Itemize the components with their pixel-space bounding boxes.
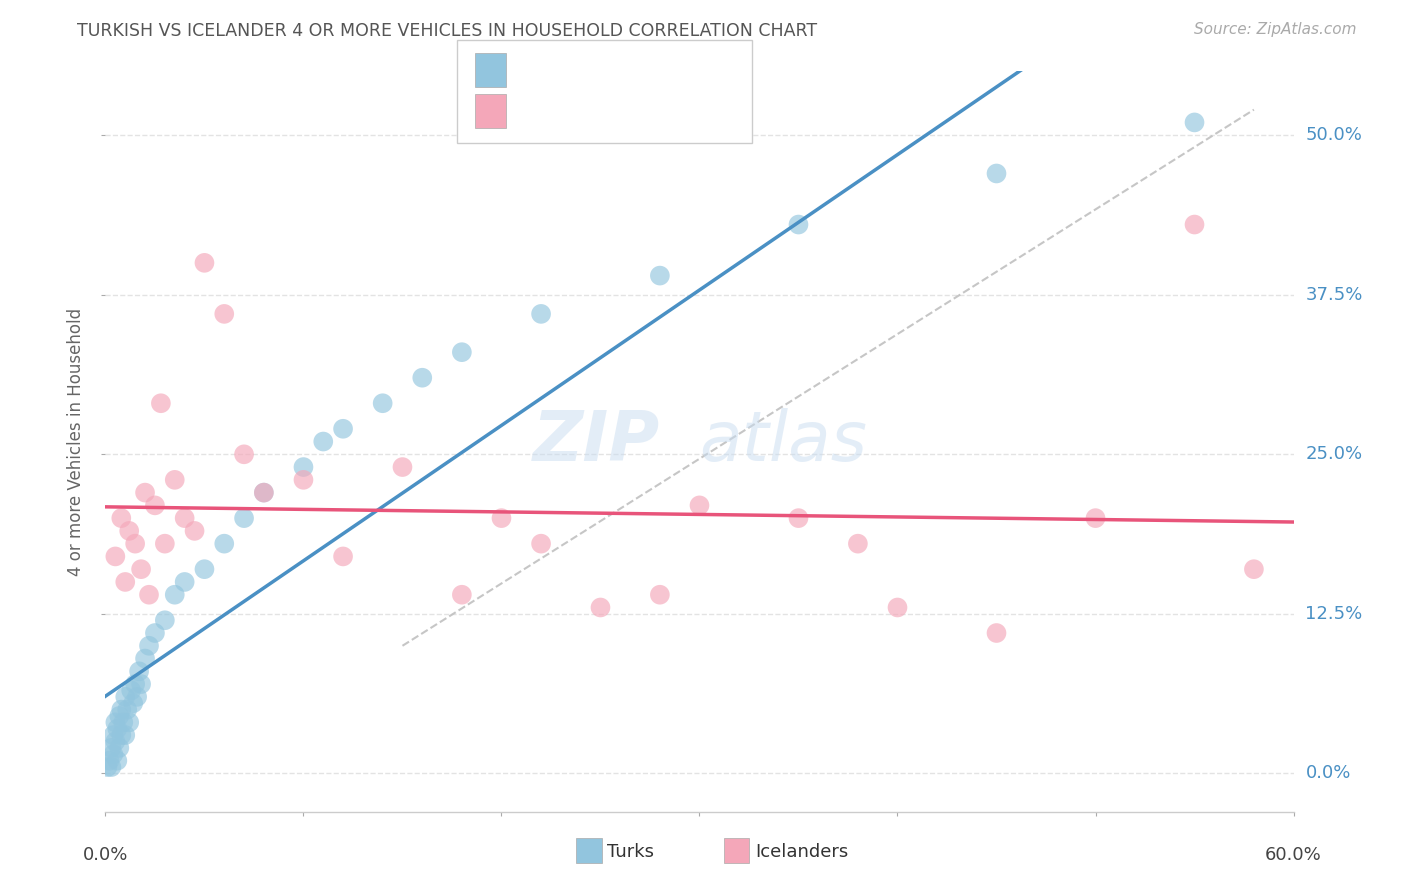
Point [104, 734, 127, 748]
Y-axis label: 4 or more Vehicles in Household: 4 or more Vehicles in Household [67, 308, 86, 575]
Point [143, 626, 166, 640]
Point [183, 524, 205, 538]
Point [846, 536, 869, 550]
Point [253, 485, 276, 500]
Point [1243, 562, 1265, 576]
Point [104, 715, 127, 730]
Point [214, 536, 236, 550]
Text: atlas: atlas [700, 408, 868, 475]
Point [530, 307, 553, 321]
Point [292, 473, 315, 487]
Point [104, 549, 127, 564]
Point [134, 485, 156, 500]
Text: R = 0.532: R = 0.532 [517, 55, 624, 74]
Point [100, 760, 122, 774]
Point [105, 722, 128, 736]
Text: 12.5%: 12.5% [1305, 605, 1362, 623]
Point [112, 715, 135, 730]
Text: 60.0%: 60.0% [1265, 847, 1322, 864]
Point [648, 268, 671, 283]
Point [163, 588, 186, 602]
Point [986, 166, 1008, 180]
Point [128, 665, 150, 679]
Point [411, 370, 433, 384]
Point [108, 740, 131, 755]
Point [153, 536, 176, 550]
Point [108, 709, 131, 723]
Point [115, 703, 138, 717]
Point [103, 747, 125, 762]
Point [233, 511, 256, 525]
Point [391, 460, 413, 475]
Point [450, 345, 472, 359]
Point [1184, 218, 1206, 232]
Point [114, 690, 136, 704]
Point [134, 651, 156, 665]
Text: TURKISH VS ICELANDER 4 OR MORE VEHICLES IN HOUSEHOLD CORRELATION CHART: TURKISH VS ICELANDER 4 OR MORE VEHICLES … [77, 22, 817, 40]
Text: N = 43: N = 43 [637, 95, 710, 114]
Point [96, 760, 118, 774]
Point [787, 511, 810, 525]
Text: 25.0%: 25.0% [1305, 445, 1362, 463]
Point [214, 307, 236, 321]
Point [193, 256, 215, 270]
Point [110, 511, 132, 525]
Point [149, 396, 172, 410]
Point [787, 218, 810, 232]
Text: Source: ZipAtlas.com: Source: ZipAtlas.com [1194, 22, 1357, 37]
Point [173, 511, 195, 525]
Point [648, 588, 671, 602]
Point [100, 740, 122, 755]
Point [886, 600, 908, 615]
Point [98, 754, 121, 768]
Point [1184, 115, 1206, 129]
Point [986, 626, 1008, 640]
Point [450, 588, 472, 602]
Point [138, 588, 160, 602]
Point [371, 396, 394, 410]
Point [233, 447, 256, 461]
Point [193, 562, 215, 576]
Point [118, 524, 141, 538]
Point [129, 677, 152, 691]
Point [589, 600, 612, 615]
Point [138, 639, 160, 653]
Point [689, 499, 711, 513]
Text: 0.0%: 0.0% [1305, 764, 1351, 782]
Point [124, 677, 146, 691]
Text: N = 46: N = 46 [637, 55, 710, 74]
Point [332, 422, 354, 436]
Point [1084, 511, 1107, 525]
Point [163, 473, 186, 487]
Text: R = 0.342: R = 0.342 [517, 95, 624, 114]
Point [127, 690, 149, 704]
Point [120, 683, 142, 698]
Point [332, 549, 354, 564]
Point [143, 499, 166, 513]
Point [105, 754, 128, 768]
Text: 37.5%: 37.5% [1305, 285, 1362, 304]
Point [103, 728, 125, 742]
Point [173, 574, 195, 589]
Text: 0.0%: 0.0% [83, 847, 128, 864]
Point [292, 460, 315, 475]
Text: Turks: Turks [607, 843, 654, 861]
Point [129, 562, 152, 576]
Point [110, 728, 132, 742]
Point [118, 715, 141, 730]
Text: ZIP: ZIP [533, 408, 659, 475]
Point [114, 728, 136, 742]
Point [530, 536, 553, 550]
Point [122, 696, 145, 710]
Point [153, 613, 176, 627]
Point [253, 485, 276, 500]
Point [124, 536, 146, 550]
Text: Icelanders: Icelanders [755, 843, 848, 861]
Point [114, 574, 136, 589]
Text: 50.0%: 50.0% [1305, 126, 1362, 145]
Point [110, 703, 132, 717]
Point [312, 434, 335, 449]
Point [491, 511, 513, 525]
